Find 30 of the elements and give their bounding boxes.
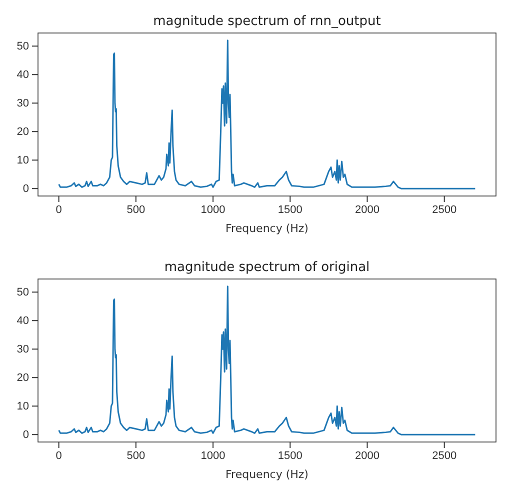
x-tick-label: 500: [126, 450, 146, 462]
y-tick-label: 50: [16, 286, 29, 299]
x-tick-label: 500: [126, 204, 146, 216]
y-tick-label: 0: [22, 183, 29, 196]
y-tick-label: 0: [22, 429, 29, 442]
x-axis-title: Frequency (Hz): [226, 468, 308, 481]
chart-title: magnitude spectrum of original: [164, 260, 370, 275]
y-tick-label: 30: [16, 344, 29, 356]
y-tick-label: 20: [16, 372, 29, 384]
y-tick-label: 10: [16, 400, 29, 413]
y-tick-label: 30: [16, 98, 29, 110]
chart-title: magnitude spectrum of rnn_output: [153, 14, 381, 29]
line-series: [58, 40, 476, 190]
x-tick-label: 1500: [278, 450, 302, 462]
x-tick-label: 2500: [432, 450, 457, 462]
x-tick-label: 1000: [200, 204, 226, 216]
y-tick-label: 10: [16, 154, 29, 167]
x-axis-title: Frequency (Hz): [226, 222, 308, 235]
x-tick-label: 0: [56, 450, 62, 462]
x-tick-label: 1000: [200, 450, 226, 462]
y-tick-label: 40: [16, 69, 29, 82]
y-tick-label: 20: [16, 126, 29, 138]
x-tick-label: 2000: [354, 204, 380, 216]
x-tick-label: 0: [56, 204, 62, 216]
x-tick-label: 2000: [354, 450, 380, 462]
y-tick-label: 40: [16, 315, 29, 328]
y-tick-label: 50: [16, 40, 29, 53]
line-series: [58, 286, 476, 436]
x-tick-label: 1500: [278, 204, 302, 216]
x-tick-label: 2500: [432, 204, 457, 216]
